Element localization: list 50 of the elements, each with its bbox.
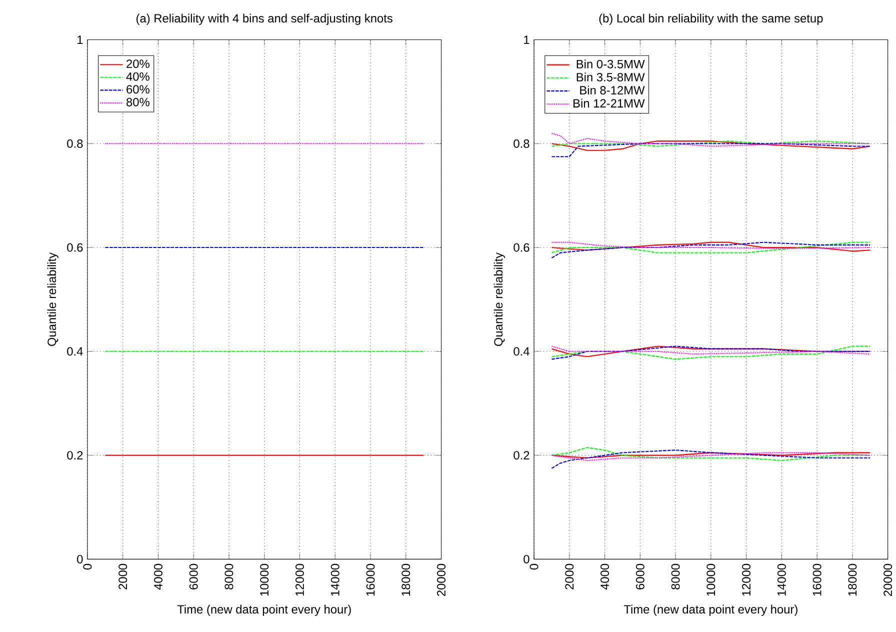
y-tick-label: 0.6 <box>514 243 530 252</box>
line-series <box>551 452 871 461</box>
y-tick-label: 0.4 <box>67 347 83 356</box>
x-tick-label: 0 <box>530 564 538 570</box>
x-axis-title: Time (new data point every hour) <box>177 604 351 616</box>
chart-title: (b) Local bin reliability with the same setup <box>599 14 823 25</box>
x-tick-label: 18000 <box>848 564 857 596</box>
x-tick-label: 2000 <box>118 564 128 590</box>
y-tick-label: 1 <box>78 36 83 44</box>
y-tick-label: 0.2 <box>514 451 530 460</box>
x-tick-label: 8000 <box>671 564 680 590</box>
y-tick-label: 0.4 <box>514 347 530 356</box>
x-tick-label: 10000 <box>706 564 716 596</box>
x-tick-label: 8000 <box>224 564 234 590</box>
y-tick-label: 0.6 <box>67 243 83 252</box>
x-tick-label: 10000 <box>260 564 269 596</box>
x-tick-label: 14000 <box>330 564 340 596</box>
x-tick-label: 12000 <box>296 564 304 596</box>
legend-label: 40% <box>126 72 150 81</box>
x-tick-label: 18000 <box>402 564 410 596</box>
legend-label: Bin 0-3.5MW <box>576 60 645 68</box>
x-tick-label: 4000 <box>154 564 162 590</box>
y-tick-label: 0.2 <box>67 451 83 460</box>
x-tick-label: 6000 <box>189 564 198 590</box>
y-tick-label: 1 <box>524 36 530 44</box>
x-tick-label: 2000 <box>565 564 574 590</box>
legend-label: Bin 8-12MW <box>580 86 645 94</box>
legend-label: 60% <box>126 85 150 94</box>
x-tick-label: 16000 <box>812 564 822 596</box>
x-tick-label: 20000 <box>884 564 892 596</box>
line-series <box>551 242 871 258</box>
x-tick-label: 16000 <box>366 564 375 596</box>
chart-title: (a) Reliability with 4 bins and self-adjusting knots <box>136 14 392 25</box>
legend-label: 20% <box>126 60 150 68</box>
y-tick-label: 0.8 <box>514 139 530 148</box>
x-tick-label: 20000 <box>437 564 446 596</box>
x-tick-label: 12000 <box>742 564 751 596</box>
y-tick-label: 0.8 <box>67 139 83 148</box>
legend-label: 80% <box>126 98 150 106</box>
x-tick-label: 14000 <box>777 564 786 596</box>
legend-label: Bin 12-21MW <box>574 98 645 108</box>
y-axis-title: Quantile reliability <box>47 252 58 346</box>
x-axis-title: Time (new data point every hour) <box>624 604 798 616</box>
x-tick-label: 6000 <box>636 564 644 590</box>
y-axis-title: Quantile reliability <box>494 252 505 346</box>
y-tick-label: 0 <box>77 554 83 564</box>
x-tick-label: 0 <box>83 564 92 570</box>
legend-label: Bin 3.5-8MW <box>576 72 645 82</box>
y-tick-label: 0 <box>524 554 530 564</box>
x-tick-label: 4000 <box>600 564 609 590</box>
